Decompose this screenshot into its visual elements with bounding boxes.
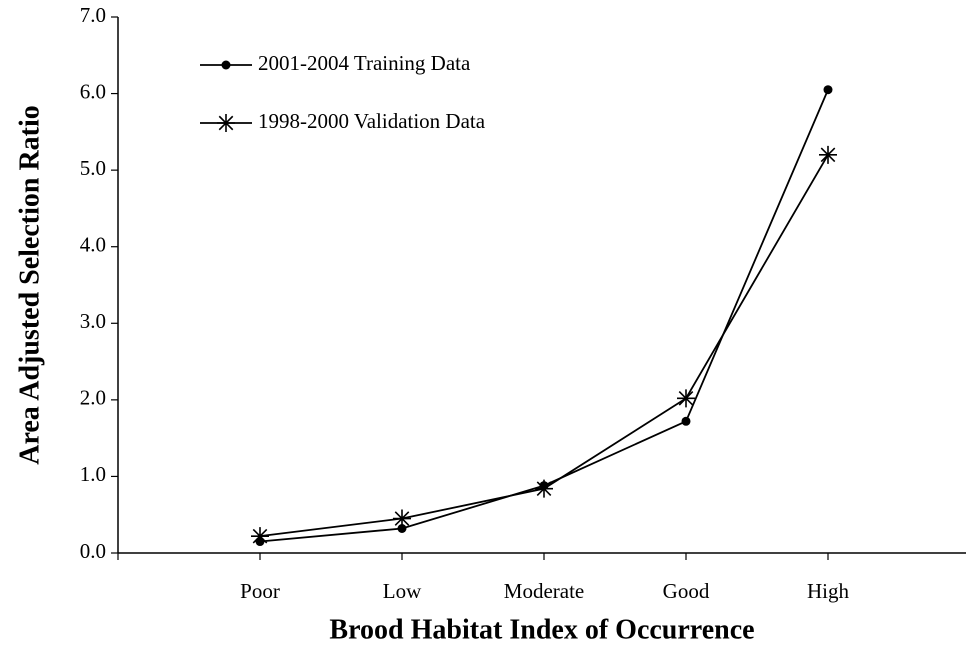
point (217, 114, 235, 132)
point (251, 527, 269, 546)
point (681, 416, 691, 426)
y-tick-label: 7.0 (80, 3, 106, 27)
x-tick-label: High (807, 579, 850, 603)
x-tick-label: Moderate (504, 579, 584, 603)
x-tick-label: Low (383, 579, 422, 603)
y-tick-label: 3.0 (80, 309, 106, 333)
point (535, 479, 553, 498)
point (823, 85, 833, 95)
y-tick-label: 1.0 (80, 462, 106, 486)
y-axis-title: Area Adjusted Selection Ratio (14, 105, 45, 465)
series-line (259, 154, 829, 538)
series-line (259, 89, 829, 543)
legend-label: 2001-2004 Training Data (258, 51, 471, 75)
point (221, 60, 231, 70)
x-tick-label: Poor (240, 579, 280, 603)
point (677, 389, 695, 408)
x-tick-label: Good (663, 579, 710, 603)
y-tick-label: 0.0 (80, 539, 106, 563)
y-tick-label: 4.0 (80, 233, 106, 257)
legend-label: 1998-2000 Validation Data (258, 109, 486, 133)
point (397, 523, 407, 533)
x-axis-title: Brood Habitat Index of Occurrence (329, 614, 754, 645)
point (393, 509, 411, 528)
y-tick-label: 2.0 (80, 386, 106, 410)
point (819, 145, 837, 164)
y-tick-label: 6.0 (80, 79, 106, 103)
y-tick-label: 5.0 (80, 156, 106, 180)
